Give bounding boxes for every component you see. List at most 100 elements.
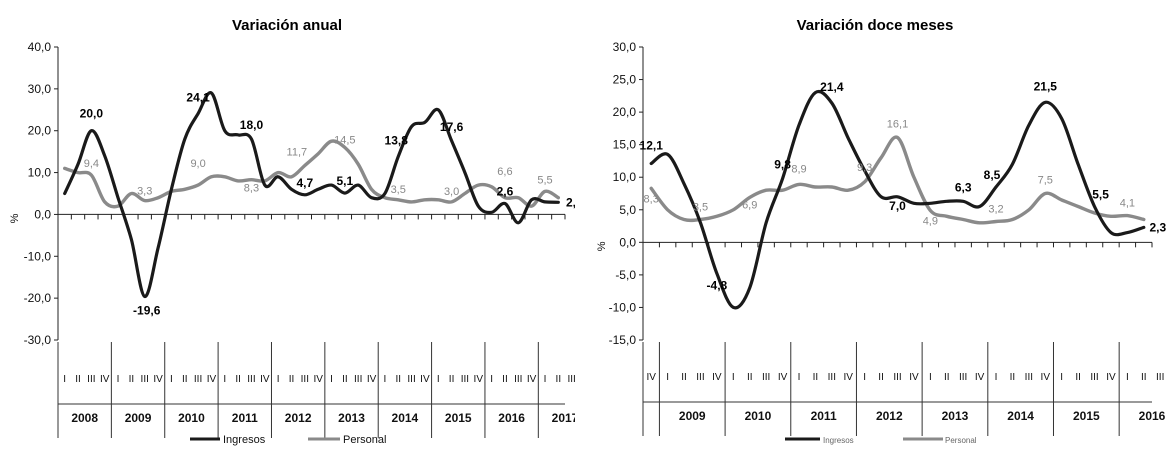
quarter-label: II xyxy=(235,374,241,385)
quarter-label: IV xyxy=(1041,372,1051,383)
data-label-personal: 4,1 xyxy=(1120,198,1135,210)
data-label-personal: 14,5 xyxy=(334,135,355,147)
data-label-personal: 8,3 xyxy=(644,193,659,205)
year-label: 2012 xyxy=(285,411,312,425)
y-tick-label: 20,0 xyxy=(613,105,637,119)
year-label: 2011 xyxy=(811,409,837,423)
quarter-label: III xyxy=(762,372,770,383)
data-label-ingresos: 2,3 xyxy=(1149,220,1166,234)
y-tick-label: 40,0 xyxy=(28,40,52,54)
series-line-ingresos xyxy=(63,91,560,299)
quarter-label: III xyxy=(1156,372,1164,383)
data-label-personal: 8,3 xyxy=(244,183,259,195)
quarter-label: III xyxy=(567,374,575,385)
quarter-label: III xyxy=(893,372,901,383)
data-label-ingresos: 5,1 xyxy=(337,174,354,188)
quarter-label: III xyxy=(514,374,522,385)
chart-variacion-doce-meses-svg: Variación doce meses% 30,0 25,0 20,0 15,0 10,… xyxy=(596,17,1166,445)
data-label-personal: 3,5 xyxy=(391,184,406,196)
quarter-label: III xyxy=(407,374,415,385)
quarter-label: II xyxy=(342,374,348,385)
year-label: 2013 xyxy=(338,411,365,425)
data-label-personal: 4,9 xyxy=(923,215,938,227)
quarter-label: I xyxy=(1060,372,1063,383)
year-label: 2014 xyxy=(392,411,419,425)
y-tick-label: -10,0 xyxy=(24,249,52,263)
y-tick-label: 10,0 xyxy=(613,170,637,184)
data-label-personal: 11,7 xyxy=(287,146,308,158)
quarter-label: II xyxy=(1075,372,1081,383)
quarter-label: IV xyxy=(207,374,217,385)
quarter-label: II xyxy=(1010,372,1016,383)
quarter-label: I xyxy=(929,372,932,383)
data-label-personal: 3,3 xyxy=(137,186,152,198)
quarter-label: IV xyxy=(844,372,854,383)
data-label-ingresos: 24,1 xyxy=(186,91,210,105)
year-label: 2009 xyxy=(125,411,152,425)
quarter-label: I xyxy=(63,374,66,385)
quarter-label: III xyxy=(461,374,469,385)
quarter-label: I xyxy=(732,372,735,383)
chart-title: Variación doce meses xyxy=(797,17,954,34)
data-label-ingresos: 17,6 xyxy=(440,120,464,134)
data-label-personal: 9,0 xyxy=(190,158,205,170)
quarter-label: IV xyxy=(367,374,377,385)
year-label: 2011 xyxy=(232,411,258,425)
data-label-ingresos: 12,1 xyxy=(640,139,664,153)
quarter-label: II xyxy=(449,374,455,385)
quarter-label: I xyxy=(437,374,440,385)
year-label: 2012 xyxy=(876,409,903,423)
year-label: 2010 xyxy=(745,409,772,423)
quarter-label: IV xyxy=(712,372,722,383)
quarter-label: III xyxy=(696,372,704,383)
quarter-label: IV xyxy=(313,374,323,385)
quarter-label: III xyxy=(1025,372,1033,383)
year-label: 2015 xyxy=(1073,409,1100,423)
y-tick-label: 0,0 xyxy=(34,207,51,221)
data-label-ingresos: 21,5 xyxy=(1034,79,1058,93)
quarter-label: IV xyxy=(527,374,537,385)
quarter-label: I xyxy=(383,374,386,385)
quarter-label: I xyxy=(666,372,669,383)
data-label-personal: 3,0 xyxy=(444,186,459,198)
quarter-label: II xyxy=(944,372,950,383)
chart-variacion-doce-meses: Variación doce meses% 30,0 25,0 20,0 15,0 10,… xyxy=(585,0,1166,452)
year-label: 2017 xyxy=(552,411,575,425)
data-label-ingresos: 6,3 xyxy=(955,180,972,194)
year-label: 2009 xyxy=(679,409,706,423)
data-label-personal: 3,5 xyxy=(693,202,708,214)
data-label-ingresos: 13,8 xyxy=(385,134,409,148)
quarter-label: III xyxy=(354,374,362,385)
legend-label-personal: Personal xyxy=(945,436,977,445)
y-tick-label: 30,0 xyxy=(28,82,52,96)
quarter-label: I xyxy=(544,374,547,385)
quarter-label: I xyxy=(490,374,493,385)
y-tick-label: 20,0 xyxy=(28,124,52,138)
quarter-label: II xyxy=(502,374,508,385)
quarter-label: II xyxy=(747,372,753,383)
y-tick-label: -30,0 xyxy=(24,333,52,347)
quarter-label: III xyxy=(301,374,309,385)
quarter-label: IV xyxy=(100,374,110,385)
data-label-personal: 3,2 xyxy=(988,203,1003,215)
data-label-personal: 7,5 xyxy=(1038,175,1053,187)
data-label-ingresos: 5,5 xyxy=(1092,188,1109,202)
quarter-label: II xyxy=(878,372,884,383)
quarter-label: II xyxy=(556,374,562,385)
quarter-label: I xyxy=(330,374,333,385)
data-label-ingresos: 20,0 xyxy=(80,107,104,121)
data-label-ingresos: 9,8 xyxy=(774,158,791,172)
quarter-label: II xyxy=(182,374,188,385)
data-label-ingresos: 2,9 xyxy=(566,195,575,209)
series-line-personal xyxy=(649,135,1146,225)
quarter-label: I xyxy=(1126,372,1129,383)
data-label-ingresos: 18,0 xyxy=(240,118,264,132)
quarter-label: II xyxy=(1141,372,1147,383)
quarter-label: I xyxy=(223,374,226,385)
chart-title: Variación anual xyxy=(232,17,342,34)
year-label: 2008 xyxy=(71,411,98,425)
data-label-personal: 6,9 xyxy=(742,199,757,211)
data-label-personal: 16,1 xyxy=(887,119,908,131)
quarter-label: IV xyxy=(1106,372,1116,383)
series-line-personal xyxy=(63,139,560,209)
